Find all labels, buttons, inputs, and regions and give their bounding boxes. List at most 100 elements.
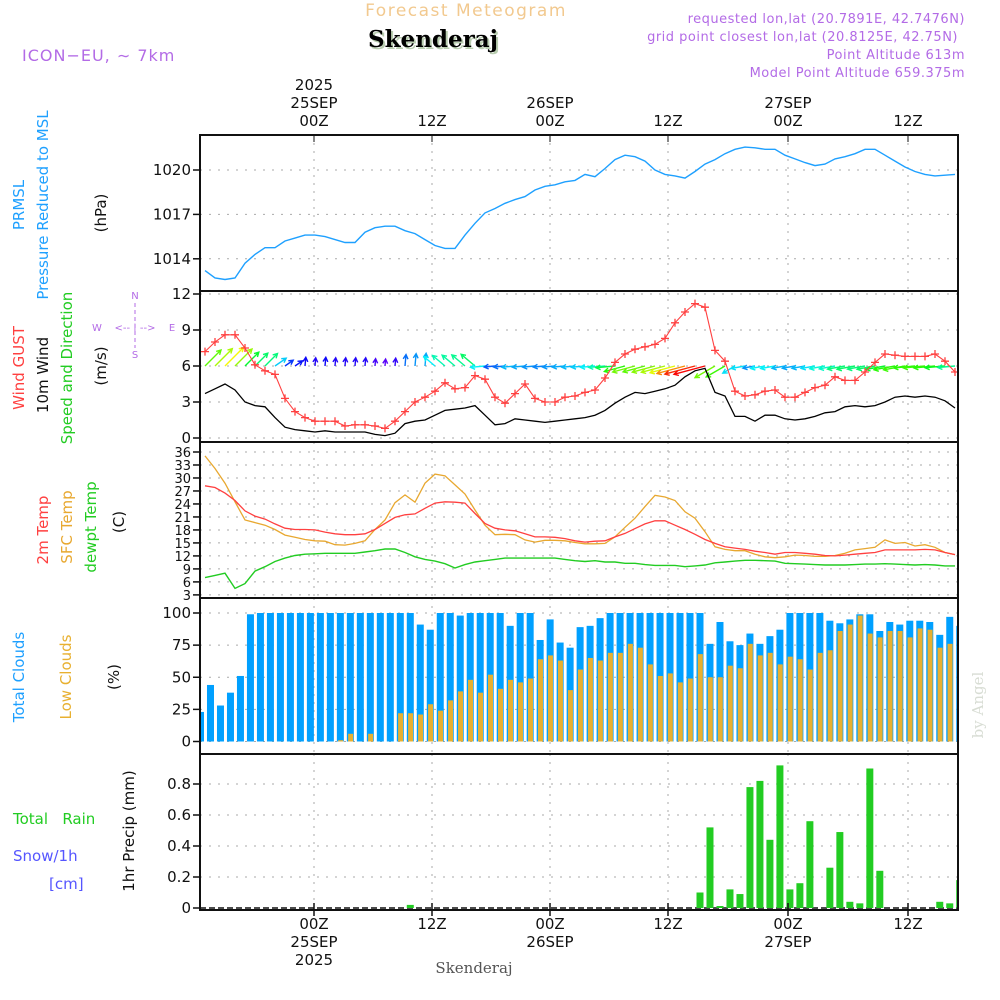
low-cloud-bar (807, 669, 813, 742)
wind-gust-marker (831, 372, 839, 381)
low-cloud-bar (857, 615, 863, 742)
bottom-hour-label: 12Z (893, 915, 922, 933)
wind-speed-line (204, 367, 956, 437)
low-cloud-bar (677, 682, 683, 742)
wind-direction-arrow (431, 354, 446, 367)
top-hour-label: 00Z (535, 112, 564, 130)
wind-gust-marker (771, 386, 779, 394)
low-cloud-bar (877, 637, 883, 742)
wind-direction-arrow (663, 365, 696, 376)
y-tick-label: 0.6 (167, 806, 191, 824)
total-clouds-label: Total Clouds (10, 632, 28, 724)
total-cloud-bar (200, 711, 204, 742)
wind-gust-marker (461, 383, 469, 392)
y-tick-label: 18 (174, 524, 191, 539)
low-cloud-bar (727, 665, 733, 742)
wind-direction-arrow (621, 365, 646, 374)
wind-direction-arrow (729, 364, 746, 371)
top-hour-label: 12Z (893, 112, 922, 130)
wind-gust-marker (591, 386, 599, 394)
y-tick-label: 30 (174, 472, 191, 487)
snow-label: Snow/1h (13, 847, 78, 865)
wind-gust-marker (351, 420, 359, 429)
wind-direction-arrow (294, 359, 304, 367)
wind-direction-arrow (648, 365, 676, 375)
y-tick-label: 9 (181, 321, 191, 339)
bottom-hour-label: 00Z (773, 915, 802, 933)
low-cloud-bar (747, 643, 753, 742)
wind-direction-arrow (855, 365, 876, 372)
total-cloud-bar (206, 684, 214, 742)
compass-horizontal-arrows: <-- | --> (115, 323, 156, 334)
wind-gust-marker (261, 366, 269, 375)
wind-gust-marker (661, 334, 669, 343)
low-cloud-bar (917, 628, 923, 742)
wind-gust-marker (401, 407, 409, 416)
compass-w: W (92, 323, 102, 334)
wind-gust-marker (451, 384, 459, 393)
wind-gust-marker (811, 383, 819, 392)
wind-gust-marker (551, 398, 559, 406)
bottom-date-label: 27SEP (764, 933, 811, 951)
wind-direction-arrow (362, 356, 369, 367)
total-cloud-bar (426, 629, 434, 742)
wind-direction-arrow (440, 354, 456, 367)
low-cloud-bar (667, 673, 673, 742)
model-point-altitude: Model Point Altitude 659.375m (750, 66, 965, 81)
wind-gust-marker (211, 338, 219, 346)
low-cloud-bar (428, 704, 434, 742)
low-cloud-bar (657, 675, 663, 742)
snow-unit-label: [cm] (49, 875, 84, 893)
low-cloud-bar (557, 660, 563, 742)
compass-n: N (131, 291, 138, 302)
wind-gust-marker (481, 375, 489, 384)
wind-gust-marker (781, 393, 789, 402)
wind-direction-arrow (469, 363, 486, 370)
hpa-unit-label: (hPa) (92, 194, 110, 233)
wind-gust-marker (901, 352, 909, 361)
wind-gust-marker (321, 417, 329, 426)
top-year-label: 2025 (295, 76, 333, 94)
wind-direction-arrow (579, 363, 596, 370)
precip-bar (766, 839, 774, 908)
wind-direction-arrow (372, 357, 379, 367)
precip-unit-label: 1hr Precip (mm) (120, 770, 138, 891)
total-cloud-bar (386, 613, 394, 742)
top-date-label: 25SEP (290, 94, 337, 112)
total-cloud-bar (686, 613, 694, 742)
total-cloud-bar (496, 613, 504, 742)
tsfc-label: SFC Temp (58, 490, 76, 563)
percent-unit-label: (%) (105, 664, 123, 690)
compass-rose: N S W E <-- | --> (92, 291, 175, 361)
wind-direction-arrow (521, 363, 536, 370)
y-tick-label: 33 (174, 459, 191, 474)
y-tick-label: 0.2 (167, 868, 191, 886)
wind-gust-marker (571, 392, 579, 400)
total-rain-label: Total Rain (12, 810, 95, 828)
plot-frame (199, 134, 959, 911)
low-cloud-bar (537, 659, 543, 742)
wind-direction-arrow (392, 356, 399, 367)
wind-gust-marker (541, 398, 549, 406)
wind-gust-marker (871, 358, 879, 367)
wind-gust-marker (281, 394, 289, 403)
footer-location: Skenderaj (435, 959, 512, 977)
wind-gust-marker (521, 380, 529, 388)
low-cloud-bar (947, 643, 953, 742)
wind-gust-marker (241, 344, 249, 352)
wind-gust-marker (431, 387, 439, 396)
wind-gust-marker (681, 308, 689, 316)
precip-bar (736, 894, 744, 908)
pressure-line (204, 146, 956, 281)
precip-bar (936, 901, 944, 908)
wind-gust-marker (471, 371, 479, 380)
top-hour-label: 00Z (299, 112, 328, 130)
wind-direction-arrow (482, 363, 496, 370)
wind-gust-marker (581, 388, 589, 397)
total-cloud-bar (456, 615, 464, 742)
bottom-hour-label: 00Z (299, 915, 328, 933)
total-cloud-bar (296, 613, 304, 742)
wind-direction-arrow (923, 364, 946, 371)
wind-direction-arrow (214, 347, 234, 367)
low-cloud-bar (458, 691, 464, 742)
